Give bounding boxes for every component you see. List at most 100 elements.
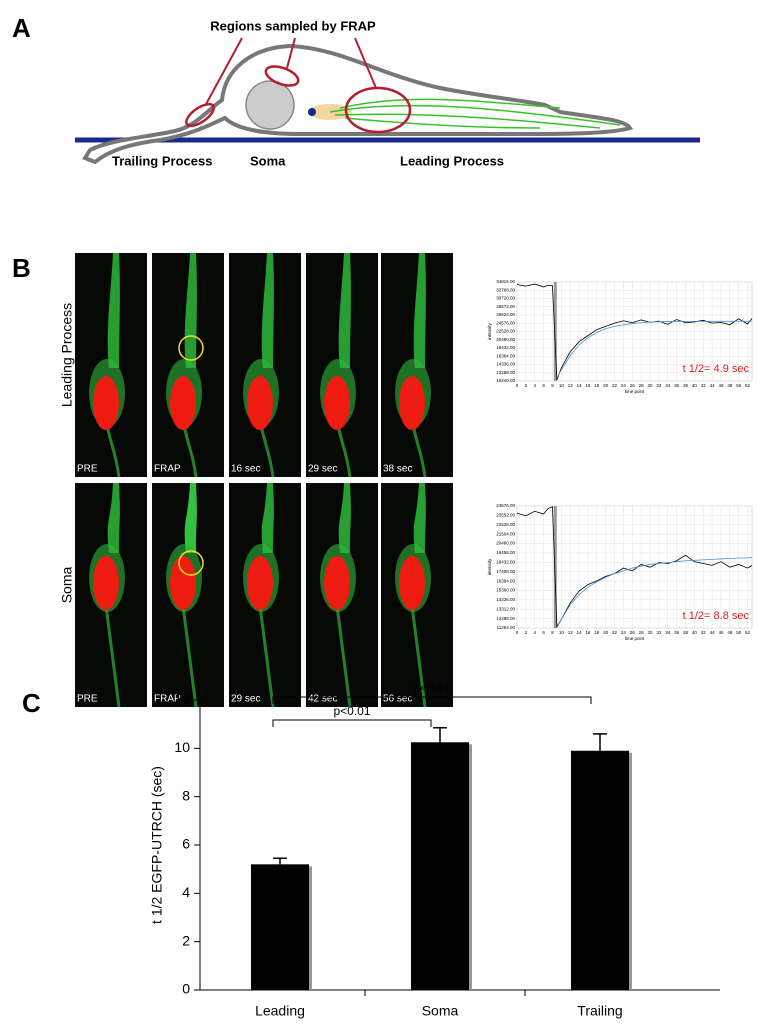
nucleus-signal — [247, 556, 273, 610]
y-tick-label: 16384.00 — [496, 353, 515, 358]
y-tick-label: 24576.00 — [496, 503, 515, 508]
y-tick-label: 4 — [182, 884, 190, 900]
x-tick-label: 18 — [594, 630, 600, 635]
data-line — [516, 283, 753, 381]
x-tick-label: 48 — [727, 383, 733, 388]
x-tick-label: 0 — [516, 630, 519, 635]
panel-label: A — [12, 13, 31, 43]
x-tick-label: 26 — [630, 383, 636, 388]
x-tick-label: 34 — [665, 383, 671, 388]
y-tick-label: 19456.00 — [496, 550, 515, 555]
y-tick-label: 22528.00 — [496, 522, 515, 527]
y-axis-label: intensity — [487, 558, 492, 575]
actin-signal — [184, 253, 197, 368]
frame-label: 29 sec — [231, 694, 260, 705]
bleach-marker — [553, 282, 557, 381]
frame-label: PRE — [77, 464, 98, 475]
frame-label: 56 sec — [383, 694, 412, 705]
y-tick-label: 30720.00 — [496, 296, 515, 301]
x-tick-label: 44 — [710, 630, 716, 635]
x-tick-label: 50 — [736, 383, 742, 388]
significance-bracket — [272, 719, 432, 727]
nucleus-signal — [324, 556, 350, 610]
x-tick-label: 48 — [727, 630, 733, 635]
data-line — [556, 557, 753, 628]
y-tick-label: 18432.00 — [496, 559, 515, 564]
x-tick-label: 18 — [594, 383, 600, 388]
x-tick-label: 26 — [630, 630, 636, 635]
significance-bracket — [272, 696, 592, 704]
significance-label: p<0.01 — [413, 681, 450, 695]
x-tick-label: 10 — [559, 630, 565, 635]
frap-region — [344, 86, 412, 134]
y-tick-label: 11264.00 — [497, 625, 516, 630]
frap-region — [264, 65, 300, 87]
y-tick-label: 34816.00 — [496, 279, 515, 284]
bar — [251, 864, 309, 990]
panel-label: C — [22, 688, 41, 718]
x-tick-label: 32 — [656, 630, 662, 635]
nucleus-signal — [247, 376, 273, 430]
y-tick-label: 12288.00 — [496, 370, 515, 375]
y-tick-label: 28672.00 — [496, 304, 515, 309]
y-axis-label: intensity — [487, 322, 492, 339]
x-tick-label: 22 — [612, 383, 618, 388]
x-tick-label: 2 — [525, 383, 528, 388]
error-bar — [433, 727, 447, 743]
y-tick-label: 10240.00 — [496, 378, 515, 383]
pointer-lines — [204, 37, 377, 107]
y-tick-label: 14336.00 — [496, 362, 515, 367]
nucleus-signal — [170, 556, 196, 610]
frap-circle — [178, 550, 204, 576]
diagram-label: Soma — [250, 153, 286, 168]
x-tick-label: 52 — [745, 630, 751, 635]
x-tick-label: 52 — [745, 383, 751, 388]
x-tick-label: 2 — [525, 630, 528, 635]
y-tick-label: 23552.00 — [496, 513, 515, 518]
frame-label: PRE — [77, 694, 98, 705]
y-tick-label: 20480.00 — [496, 337, 515, 342]
x-tick-label: 40 — [692, 383, 698, 388]
x-tick-label: Leading — [255, 1003, 305, 1019]
bar — [571, 750, 629, 990]
y-tick-label: 14336.00 — [496, 597, 515, 602]
x-tick-label: 20 — [603, 630, 609, 635]
y-tick-label: 16384.00 — [496, 578, 515, 583]
frame-label: 42 sec — [308, 694, 337, 705]
y-tick-label: 6 — [182, 836, 190, 852]
significance-label: p<0.01 — [333, 704, 370, 718]
x-tick-label: 4 — [533, 630, 536, 635]
diagram-title: Regions sampled by FRAP — [210, 18, 376, 33]
y-tick-label: 32768.00 — [496, 287, 515, 292]
y-axis-label: t 1/2 EGFP-UTRCH (sec) — [149, 766, 165, 924]
actin-signal — [338, 483, 351, 553]
diagram-label: Trailing Process — [112, 153, 212, 168]
nucleus-signal — [324, 376, 350, 430]
x-tick-label: 32 — [656, 383, 662, 388]
y-tick-label: 21504.00 — [496, 531, 515, 536]
annotation: t 1/2= 4.9 sec — [683, 363, 750, 375]
x-tick-label: 6 — [542, 630, 545, 635]
nucleus-signal — [399, 376, 425, 430]
x-tick-label: 22 — [612, 630, 618, 635]
x-tick-label: 4 — [533, 383, 536, 388]
annotation: t 1/2= 8.8 sec — [683, 610, 750, 622]
nucleus-signal — [93, 556, 119, 610]
x-tick-label: 40 — [692, 630, 698, 635]
nucleus — [245, 80, 295, 130]
y-tick-label: 2 — [182, 932, 190, 948]
y-tick-label: 10 — [174, 739, 190, 755]
frap-circle — [178, 335, 204, 361]
x-tick-label: 16 — [585, 630, 591, 635]
actin-signal — [413, 253, 426, 368]
nucleus-signal — [399, 556, 425, 610]
y-tick-label: 15360.00 — [496, 588, 515, 593]
y-tick-label: 20480.00 — [496, 541, 515, 546]
y-tick-label: 8 — [182, 787, 190, 803]
nucleus-signal — [170, 376, 196, 430]
x-axis-label: time point — [625, 636, 645, 641]
actin-signal — [184, 483, 197, 553]
x-tick-label: Soma — [422, 1003, 459, 1019]
y-tick-label: 13312.00 — [496, 606, 515, 611]
